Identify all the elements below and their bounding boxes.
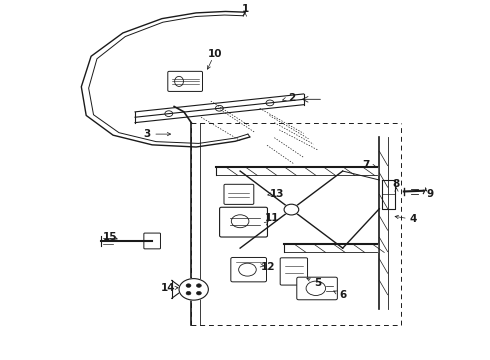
- Text: 1: 1: [242, 4, 248, 14]
- Ellipse shape: [174, 76, 183, 86]
- Text: 12: 12: [261, 262, 276, 272]
- Text: 3: 3: [144, 129, 151, 139]
- Text: 4: 4: [410, 215, 417, 224]
- Text: 14: 14: [161, 283, 175, 293]
- FancyBboxPatch shape: [168, 71, 202, 91]
- Text: 5: 5: [314, 278, 321, 288]
- FancyBboxPatch shape: [144, 233, 160, 249]
- Circle shape: [196, 284, 201, 287]
- Circle shape: [196, 291, 201, 295]
- FancyBboxPatch shape: [224, 184, 254, 204]
- Text: 7: 7: [363, 159, 370, 170]
- Circle shape: [284, 204, 299, 215]
- Circle shape: [186, 291, 191, 295]
- Circle shape: [186, 284, 191, 287]
- FancyBboxPatch shape: [220, 207, 268, 237]
- FancyBboxPatch shape: [280, 258, 308, 285]
- Text: 9: 9: [426, 189, 433, 199]
- Text: 10: 10: [207, 49, 222, 59]
- Text: 6: 6: [339, 291, 346, 301]
- Text: 13: 13: [270, 189, 284, 199]
- Circle shape: [179, 279, 208, 300]
- Text: 15: 15: [103, 232, 118, 242]
- FancyBboxPatch shape: [297, 277, 337, 300]
- Text: 2: 2: [288, 93, 295, 103]
- Text: 11: 11: [265, 213, 279, 223]
- FancyBboxPatch shape: [231, 257, 267, 282]
- Text: 8: 8: [393, 179, 400, 189]
